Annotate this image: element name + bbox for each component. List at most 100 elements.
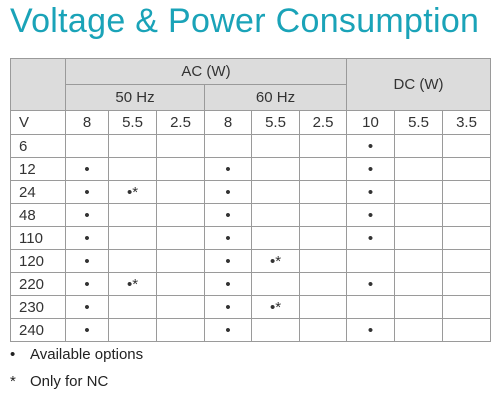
availability-cell: • <box>204 249 252 273</box>
header-blank-cell <box>10 58 66 111</box>
availability-cell: • <box>65 249 109 273</box>
power-column-header: 10 <box>346 110 395 135</box>
availability-cell: • <box>65 180 109 204</box>
availability-cell <box>156 249 205 273</box>
availability-cell <box>251 134 300 158</box>
power-column-header: 2.5 <box>156 110 205 135</box>
availability-cell <box>299 203 347 227</box>
availability-cell: • <box>204 318 252 342</box>
availability-cell <box>442 134 491 158</box>
legend-symbol: * <box>10 373 16 390</box>
availability-cell: •* <box>251 295 300 319</box>
table-row: 120 • • •* <box>10 249 491 273</box>
availability-cell: • <box>65 318 109 342</box>
availability-cell <box>156 134 205 158</box>
availability-cell <box>108 295 157 319</box>
voltage-column-header: V <box>10 110 66 135</box>
voltage-power-table: AC (W) DC (W) 50 Hz 60 Hz V 8 5.5 2.5 8 5.5 2.… <box>10 58 491 342</box>
table-row: 230 • • •* <box>10 295 491 319</box>
availability-cell <box>394 157 443 181</box>
ac-header: AC (W) <box>65 58 347 85</box>
availability-cell <box>156 226 205 250</box>
power-column-header: 5.5 <box>108 110 157 135</box>
availability-cell: • <box>204 203 252 227</box>
voltage-cell: 110 <box>10 226 66 250</box>
availability-cell <box>299 295 347 319</box>
availability-cell <box>346 249 395 273</box>
availability-cell <box>394 249 443 273</box>
dc-header: DC (W) <box>346 58 491 111</box>
availability-cell <box>251 180 300 204</box>
availability-cell: • <box>204 226 252 250</box>
availability-cell: • <box>346 272 395 296</box>
availability-cell: •* <box>251 249 300 273</box>
availability-cell <box>442 272 491 296</box>
legend-symbol: • <box>10 346 16 363</box>
availability-cell <box>156 318 205 342</box>
column-header-row: V 8 5.5 2.5 8 5.5 2.5 10 5.5 3.5 <box>10 110 491 135</box>
availability-cell: • <box>65 272 109 296</box>
availability-cell <box>108 318 157 342</box>
availability-cell <box>108 157 157 181</box>
availability-cell: • <box>204 157 252 181</box>
availability-cell <box>299 134 347 158</box>
voltage-cell: 230 <box>10 295 66 319</box>
voltage-cell: 48 <box>10 203 66 227</box>
availability-cell: • <box>204 295 252 319</box>
availability-cell <box>299 318 347 342</box>
availability-cell <box>108 203 157 227</box>
availability-cell <box>394 318 443 342</box>
availability-cell <box>394 226 443 250</box>
availability-cell <box>65 134 109 158</box>
availability-cell <box>156 157 205 181</box>
availability-cell <box>251 318 300 342</box>
table-row: 12 • • • <box>10 157 491 181</box>
availability-cell <box>156 203 205 227</box>
voltage-cell: 24 <box>10 180 66 204</box>
availability-cell <box>251 203 300 227</box>
legend-item-available: • Available options <box>10 346 143 363</box>
availability-cell <box>442 295 491 319</box>
availability-cell: • <box>65 295 109 319</box>
availability-cell <box>156 272 205 296</box>
voltage-cell: 120 <box>10 249 66 273</box>
availability-cell <box>251 157 300 181</box>
power-column-header: 8 <box>204 110 252 135</box>
availability-cell <box>108 249 157 273</box>
availability-cell: • <box>346 157 395 181</box>
availability-cell <box>394 272 443 296</box>
voltage-cell: 220 <box>10 272 66 296</box>
availability-cell <box>299 180 347 204</box>
availability-cell: •* <box>108 272 157 296</box>
availability-cell <box>442 157 491 181</box>
page-title: Voltage & Power Consumption <box>10 2 480 40</box>
table-row: 110 • • • <box>10 226 491 250</box>
voltage-cell: 240 <box>10 318 66 342</box>
availability-cell <box>299 157 347 181</box>
voltage-cell: 12 <box>10 157 66 181</box>
availability-cell <box>394 180 443 204</box>
availability-cell: • <box>65 157 109 181</box>
availability-cell: • <box>346 226 395 250</box>
availability-cell <box>442 180 491 204</box>
availability-cell <box>442 249 491 273</box>
availability-cell: •* <box>108 180 157 204</box>
hz60-header: 60 Hz <box>204 84 347 111</box>
availability-cell: • <box>65 203 109 227</box>
voltage-cell: 6 <box>10 134 66 158</box>
power-column-header: 8 <box>65 110 109 135</box>
availability-cell: • <box>346 180 395 204</box>
power-column-header: 3.5 <box>442 110 491 135</box>
availability-cell <box>442 318 491 342</box>
hz50-header: 50 Hz <box>65 84 205 111</box>
availability-cell <box>346 295 395 319</box>
availability-cell <box>251 226 300 250</box>
availability-cell: • <box>346 203 395 227</box>
availability-cell <box>299 249 347 273</box>
table-row: 6 • <box>10 134 491 158</box>
table-row: 48 • • • <box>10 203 491 227</box>
availability-cell <box>204 134 252 158</box>
availability-cell <box>394 295 443 319</box>
availability-cell: • <box>204 272 252 296</box>
availability-cell: • <box>204 180 252 204</box>
